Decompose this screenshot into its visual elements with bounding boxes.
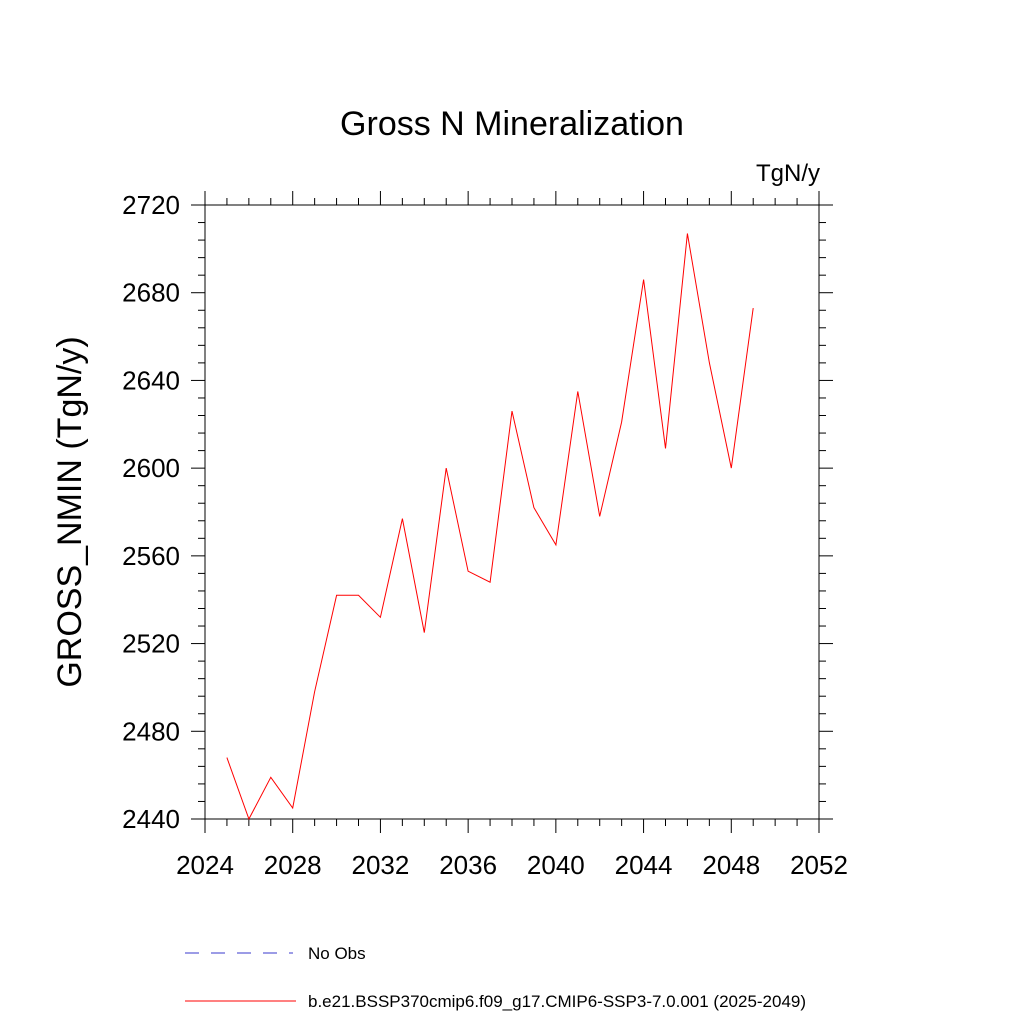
- plot-frame: [204, 204, 820, 820]
- series-group: [226, 233, 754, 821]
- y-tick-label: 2520: [122, 629, 180, 659]
- units-label: TgN/y: [756, 160, 820, 187]
- x-tick-label: 2044: [615, 850, 673, 880]
- y-tick-label: 2720: [122, 190, 180, 220]
- series-line: [226, 233, 754, 821]
- y-tick-label: 2440: [122, 804, 180, 834]
- x-tick-label: 2024: [176, 850, 234, 880]
- axis-tick-labels: 2024 2028 2032 2036 2040 2044 2048 2052 2440 2480…: [122, 190, 848, 880]
- x-tick-label: 2032: [352, 850, 410, 880]
- y-tick-label: 2640: [122, 365, 180, 395]
- y-axis-label: GROSS_NMIN (TgN/y): [51, 336, 89, 687]
- axis-ticks: [191, 191, 833, 833]
- y-tick-label: 2600: [122, 453, 180, 483]
- x-tick-label: 2028: [264, 850, 322, 880]
- chart-title: Gross N Mineralization: [340, 105, 684, 143]
- y-tick-label: 2680: [122, 278, 180, 308]
- y-tick-label: 2480: [122, 716, 180, 746]
- x-tick-label: 2036: [439, 850, 497, 880]
- legend-label-model: b.e21.BSSP370cmip6.f09_g17.CMIP6-SSP3-7.…: [308, 992, 806, 1011]
- y-tick-label: 2560: [122, 541, 180, 571]
- x-tick-label: 2052: [790, 850, 848, 880]
- legend-label-no-obs: No Obs: [308, 944, 366, 963]
- x-tick-label: 2048: [702, 850, 760, 880]
- x-tick-label: 2040: [527, 850, 585, 880]
- legend: No Obs b.e21.BSSP370cmip6.f09_g17.CMIP6-…: [185, 944, 806, 1011]
